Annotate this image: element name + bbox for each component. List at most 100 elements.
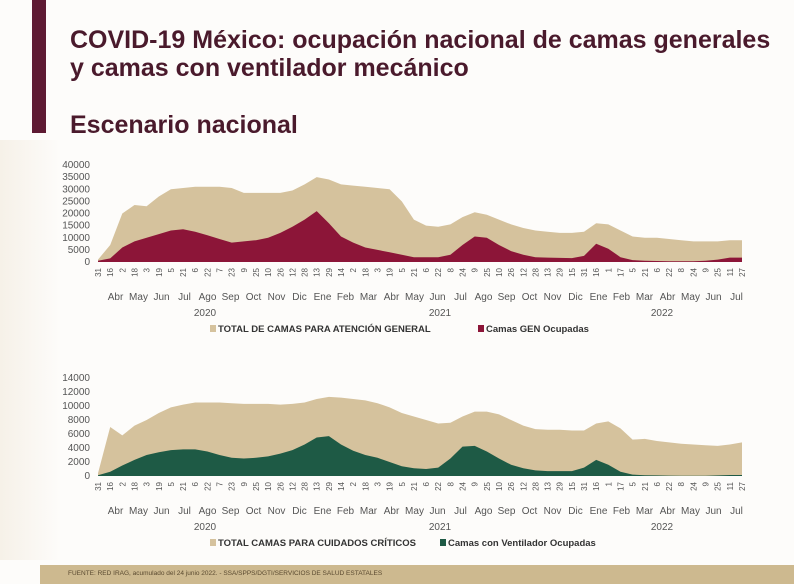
x-day-tick: 18 (361, 267, 370, 276)
x-day-tick: 15 (568, 267, 577, 276)
legend-swatch (210, 325, 216, 332)
x-day-tick: 24 (689, 481, 698, 490)
x-day-tick: 24 (689, 267, 698, 276)
y-tick-label: 4000 (68, 443, 91, 454)
x-year-label: 2020 (194, 308, 217, 319)
x-day-tick: 25 (483, 481, 492, 490)
x-month-label: Abr (384, 506, 400, 517)
x-month-label: Jul (454, 506, 467, 517)
x-day-tick: 5 (167, 481, 176, 486)
x-day-tick: 8 (677, 481, 686, 486)
x-day-tick: 27 (738, 481, 747, 490)
x-day-tick: 12 (288, 481, 297, 490)
x-day-tick: 7 (216, 267, 225, 272)
legend-swatch (210, 539, 216, 546)
x-month-label: Ago (199, 506, 217, 517)
x-day-tick: 10 (264, 481, 273, 490)
x-month-label: Jun (429, 506, 445, 517)
x-day-tick: 21 (641, 481, 650, 490)
x-day-tick: 21 (410, 267, 419, 276)
x-day-tick: 9 (240, 481, 249, 486)
x-month-label: Jul (178, 292, 191, 303)
x-month-label: Abr (660, 292, 676, 303)
x-month-label: Mar (360, 292, 378, 303)
x-month-label: May (405, 506, 424, 517)
x-day-tick: 16 (592, 267, 601, 276)
y-tick-label: 15000 (62, 221, 90, 232)
footer-bar: FUENTE: RED IRAG, acumulado del 24 junio… (40, 565, 794, 584)
x-year-label: 2022 (651, 308, 674, 319)
x-month-label: Jul (454, 292, 467, 303)
x-day-tick: 5 (629, 481, 638, 486)
x-month-label: Feb (337, 506, 355, 517)
x-day-tick: 26 (276, 481, 285, 490)
x-day-tick: 5 (398, 267, 407, 272)
x-month-label: Sep (222, 506, 240, 517)
x-month-label: Oct (522, 506, 538, 517)
x-day-tick: 21 (179, 267, 188, 276)
x-day-tick: 9 (240, 267, 249, 272)
x-day-tick: 8 (446, 267, 455, 272)
accent-bar (32, 0, 46, 133)
y-tick-label: 0 (84, 257, 90, 268)
x-month-label: May (405, 292, 424, 303)
x-day-tick: 6 (422, 481, 431, 486)
x-day-tick: 5 (629, 267, 638, 272)
x-day-tick: 3 (143, 481, 152, 486)
x-day-tick: 6 (191, 481, 200, 486)
x-day-tick: 2 (349, 267, 358, 272)
x-day-tick: 13 (544, 481, 553, 490)
x-month-label: Abr (108, 506, 124, 517)
x-day-tick: 10 (264, 267, 273, 276)
x-day-tick: 10 (495, 481, 504, 490)
legend-label: Camas con Ventilador Ocupadas (448, 538, 596, 549)
x-day-tick: 24 (459, 481, 468, 490)
legend-swatch (478, 325, 484, 332)
x-month-label: Nov (544, 292, 562, 303)
x-day-tick: 19 (386, 481, 395, 490)
y-tick-label: 2000 (68, 457, 91, 468)
x-month-label: Oct (522, 292, 538, 303)
legend-swatch (440, 539, 446, 546)
x-day-tick: 31 (94, 267, 103, 276)
y-tick-label: 25000 (62, 196, 90, 207)
x-day-tick: 13 (544, 267, 553, 276)
x-day-tick: 5 (167, 267, 176, 272)
x-month-label: Mar (360, 506, 378, 517)
y-tick-label: 30000 (62, 184, 90, 195)
x-day-tick: 22 (434, 267, 443, 276)
x-day-tick: 12 (288, 267, 297, 276)
x-day-tick: 28 (301, 481, 310, 490)
x-month-label: Jul (730, 506, 743, 517)
x-day-tick: 23 (228, 267, 237, 276)
x-day-tick: 25 (483, 267, 492, 276)
x-day-tick: 31 (580, 267, 589, 276)
x-day-tick: 27 (738, 267, 747, 276)
area-series-1 (98, 211, 742, 262)
x-month-label: Ene (590, 506, 608, 517)
y-tick-label: 10000 (62, 401, 90, 412)
x-month-label: Ago (475, 506, 493, 517)
x-day-tick: 29 (556, 481, 565, 490)
area-series-1 (98, 436, 742, 476)
x-day-tick: 17 (616, 481, 625, 490)
x-day-tick: 22 (203, 267, 212, 276)
x-day-tick: 13 (313, 481, 322, 490)
x-day-tick: 25 (252, 267, 261, 276)
x-day-tick: 26 (507, 267, 516, 276)
x-day-tick: 28 (301, 267, 310, 276)
x-day-tick: 24 (459, 267, 468, 276)
x-day-tick: 2 (349, 481, 358, 486)
x-day-tick: 22 (434, 481, 443, 490)
x-day-tick: 6 (422, 267, 431, 272)
x-year-label: 2020 (194, 522, 217, 533)
x-day-tick: 19 (155, 481, 164, 490)
x-month-label: Ago (199, 292, 217, 303)
x-day-tick: 21 (410, 481, 419, 490)
x-day-tick: 14 (337, 267, 346, 276)
x-day-tick: 5 (398, 481, 407, 486)
x-day-tick: 19 (155, 267, 164, 276)
x-day-tick: 13 (313, 267, 322, 276)
x-day-tick: 12 (519, 267, 528, 276)
